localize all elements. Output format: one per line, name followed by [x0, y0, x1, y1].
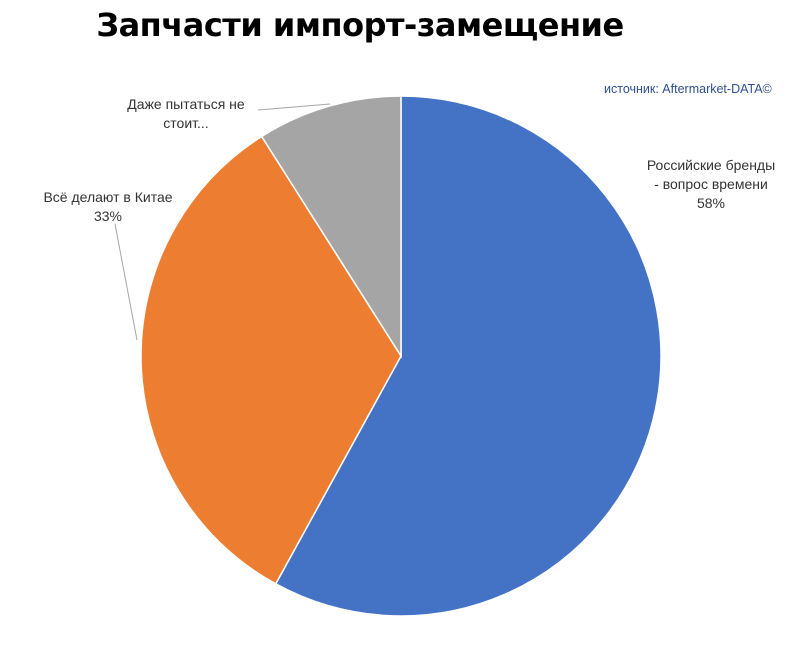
slice-label-3: Даже пытаться не стоит...: [127, 96, 245, 131]
leader-line-3: [257, 103, 331, 111]
pie-slice-2: [140, 135, 402, 585]
chart-title: Запчасти импорт-замещение: [96, 6, 624, 44]
slice-label-2: Всё делают в Китае 33%: [43, 189, 172, 224]
slice-label-1-line-2: - вопрос времени: [654, 176, 768, 192]
pie-slice-3: [260, 95, 402, 359]
slice-label-2-line-1: Всё делают в Китае: [43, 189, 172, 205]
slice-label-1-line-3: 58%: [697, 195, 725, 211]
slice-label-3-line-1: Даже пытаться не: [127, 96, 245, 112]
slice-label-3-line-2: стоит...: [163, 115, 208, 131]
slice-label-2-line-2: 33%: [94, 208, 122, 224]
source-note: источник: Aftermarket-DATA©: [604, 82, 772, 96]
pie-slice-1: [274, 95, 662, 617]
slice-label-1: Российские бренды - вопрос времени 58%: [647, 157, 775, 211]
slice-label-1-line-1: Российские бренды: [647, 157, 775, 173]
leader-line-2: [114, 223, 138, 341]
